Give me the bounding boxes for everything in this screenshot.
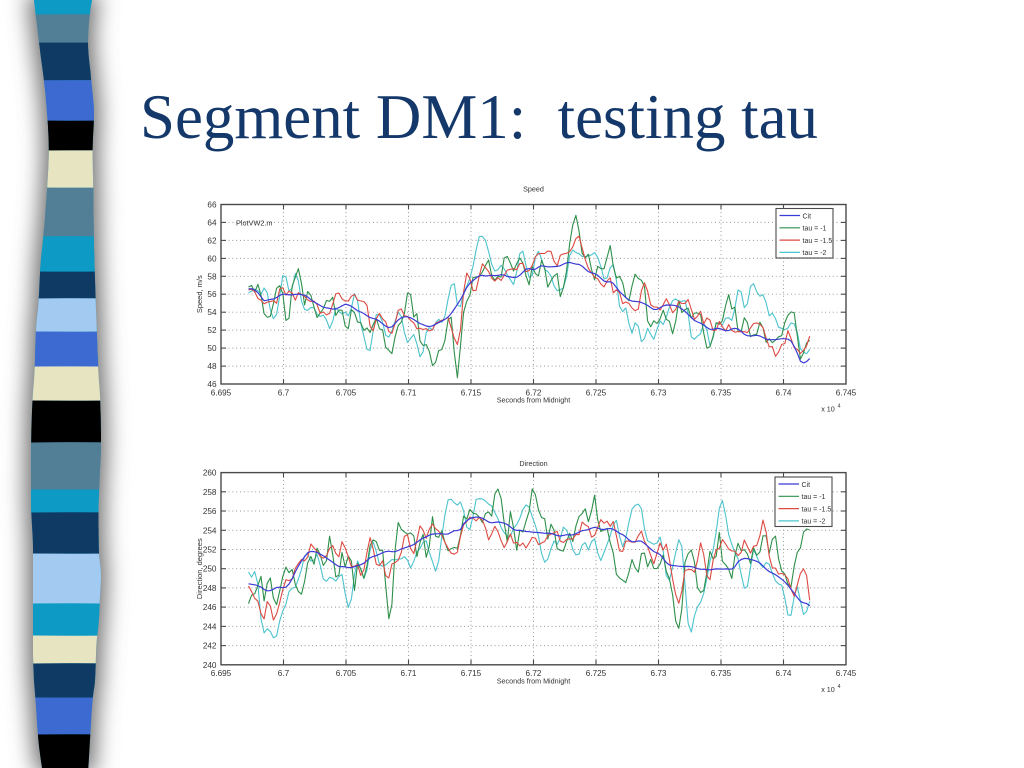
svg-text:242: 242: [203, 642, 217, 651]
svg-text:Cit: Cit: [803, 213, 812, 220]
svg-text:62: 62: [207, 236, 217, 245]
svg-text:260: 260: [203, 469, 217, 478]
svg-text:250: 250: [203, 565, 217, 574]
svg-text:tau = -2: tau = -2: [802, 519, 826, 526]
svg-text:6.715: 6.715: [461, 389, 482, 398]
svg-text:x 10: x 10: [821, 405, 835, 414]
svg-text:4: 4: [837, 684, 840, 690]
svg-text:6.695: 6.695: [211, 669, 232, 678]
svg-text:48: 48: [207, 362, 217, 371]
svg-text:6.73: 6.73: [651, 669, 667, 678]
svg-text:256: 256: [203, 507, 217, 516]
svg-text:6.725: 6.725: [586, 669, 607, 678]
svg-text:tau = -1.5: tau = -1.5: [803, 238, 833, 245]
svg-text:56: 56: [207, 290, 217, 299]
svg-text:252: 252: [203, 546, 217, 555]
svg-text:50: 50: [207, 344, 217, 353]
svg-text:6.735: 6.735: [711, 389, 732, 398]
svg-text:Speed, m/s: Speed, m/s: [195, 275, 204, 313]
svg-text:6.7: 6.7: [278, 669, 290, 678]
svg-text:248: 248: [203, 584, 217, 593]
svg-text:60: 60: [207, 254, 217, 263]
svg-text:6.74: 6.74: [776, 389, 792, 398]
svg-text:6.71: 6.71: [401, 669, 417, 678]
svg-text:Direction, degrees: Direction, degrees: [195, 538, 204, 599]
svg-text:244: 244: [203, 622, 217, 631]
svg-text:tau = -1: tau = -1: [802, 494, 826, 501]
svg-text:PlotVW2.m: PlotVW2.m: [236, 219, 273, 228]
svg-text:6.735: 6.735: [711, 669, 732, 678]
svg-text:6.705: 6.705: [336, 669, 357, 678]
svg-text:Seconds from Midnight: Seconds from Midnight: [497, 396, 571, 405]
svg-text:x 10: x 10: [821, 685, 835, 694]
svg-text:4: 4: [837, 404, 840, 410]
svg-text:58: 58: [207, 272, 217, 281]
svg-text:66: 66: [207, 201, 217, 210]
svg-text:6.745: 6.745: [836, 389, 857, 398]
svg-text:tau = -1: tau = -1: [803, 226, 827, 233]
svg-text:Cit: Cit: [802, 482, 811, 489]
svg-text:258: 258: [203, 488, 217, 497]
svg-text:6.705: 6.705: [336, 389, 357, 398]
svg-text:246: 246: [203, 603, 217, 612]
svg-text:6.725: 6.725: [586, 389, 607, 398]
svg-text:64: 64: [207, 218, 217, 227]
svg-text:46: 46: [207, 380, 217, 389]
svg-text:6.72: 6.72: [526, 389, 542, 398]
svg-text:254: 254: [203, 526, 217, 535]
svg-text:52: 52: [207, 326, 217, 335]
svg-text:tau = -2: tau = -2: [803, 250, 827, 257]
svg-text:Speed: Speed: [523, 185, 544, 194]
svg-text:tau = -1.5: tau = -1.5: [802, 506, 832, 513]
svg-text:6.74: 6.74: [776, 669, 792, 678]
svg-text:6.73: 6.73: [651, 389, 667, 398]
svg-text:6.7: 6.7: [278, 389, 290, 398]
svg-text:Direction: Direction: [519, 459, 547, 468]
svg-text:240: 240: [203, 661, 217, 670]
svg-text:54: 54: [207, 308, 217, 317]
svg-text:Seconds from Midnight: Seconds from Midnight: [497, 677, 571, 686]
svg-text:6.745: 6.745: [836, 669, 857, 678]
svg-text:6.695: 6.695: [211, 389, 232, 398]
svg-text:6.715: 6.715: [461, 669, 482, 678]
svg-text:6.72: 6.72: [526, 669, 542, 678]
svg-text:6.71: 6.71: [401, 389, 417, 398]
